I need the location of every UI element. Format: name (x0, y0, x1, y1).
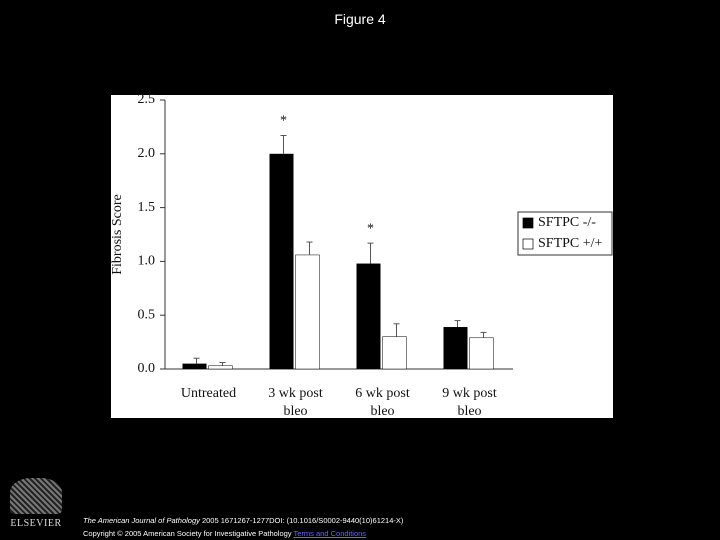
citation-line: The American Journal of Pathology 2005 1… (83, 516, 403, 525)
significance-label: * (367, 221, 374, 236)
bar (382, 336, 407, 370)
publisher-logo: ELSEVIER (8, 478, 64, 534)
slide-title: Figure 4 (334, 11, 386, 27)
y-tick-label: 1.5 (138, 200, 156, 215)
x-tick-label: 9 wk post bleo (442, 386, 497, 419)
copyright: Copyright © 2005 American Society for In… (83, 529, 292, 538)
logo-text: ELSEVIER (10, 518, 62, 529)
logo-tree (10, 478, 62, 514)
bar (208, 365, 233, 370)
y-tick-label: 0.5 (138, 307, 156, 322)
legend-box (517, 211, 613, 256)
bar (182, 363, 207, 369)
bar (443, 327, 468, 369)
legend-swatch (522, 217, 534, 229)
y-tick-label: 1.0 (138, 254, 156, 269)
copyright-line: Copyright © 2005 American Society for In… (83, 529, 366, 538)
y-tick-label: 2.5 (138, 92, 156, 107)
chart-background (111, 95, 613, 418)
legend-swatch (522, 238, 534, 250)
bar (469, 337, 494, 370)
y-axis-label: Fibrosis Score (110, 194, 125, 275)
journal: The American Journal of Pathology (83, 516, 200, 525)
legend-label: SFTPC +/+ (538, 236, 603, 251)
bar (269, 153, 294, 369)
x-tick-label: Untreated (180, 386, 237, 401)
bar (356, 263, 381, 369)
significance-label: * (280, 114, 287, 129)
citation: 2005 1671267-1277DOI: (10.1016/S0002-944… (201, 516, 404, 525)
x-tick-label: 6 wk post bleo (355, 386, 410, 419)
legend-label: SFTPC -/- (538, 215, 596, 230)
y-tick-label: 0.0 (138, 361, 156, 376)
bar (295, 254, 320, 370)
terms-link[interactable]: Terms and Conditions (293, 529, 367, 538)
x-tick-label: 3 wk post bleo (268, 386, 323, 419)
y-tick-label: 2.0 (138, 146, 156, 161)
